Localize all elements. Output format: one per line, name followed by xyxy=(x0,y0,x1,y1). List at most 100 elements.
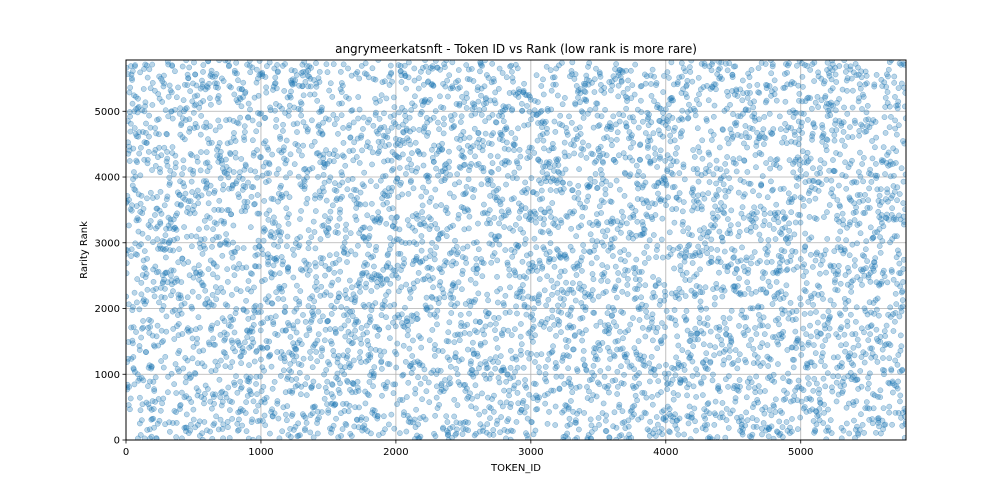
scatter-point xyxy=(189,288,196,295)
scatter-point xyxy=(702,284,709,291)
scatter-point xyxy=(506,266,513,273)
scatter-point xyxy=(487,415,493,421)
scatter-point xyxy=(679,107,686,114)
scatter-point xyxy=(761,211,768,217)
scatter-point xyxy=(707,358,714,365)
scatter-point xyxy=(542,371,549,377)
scatter-point xyxy=(152,263,159,270)
scatter-point xyxy=(198,236,204,243)
scatter-point xyxy=(140,257,147,264)
scatter-point xyxy=(129,77,135,83)
scatter-point xyxy=(133,157,140,164)
scatter-point xyxy=(474,353,481,359)
scatter-point xyxy=(710,113,717,120)
scatter-point xyxy=(621,247,628,253)
scatter-point xyxy=(699,137,706,144)
scatter-point xyxy=(248,288,254,295)
scatter-point xyxy=(496,379,503,386)
scatter-point xyxy=(780,375,786,381)
scatter-point xyxy=(232,154,239,161)
scatter-point xyxy=(764,194,771,201)
scatter-point xyxy=(242,129,248,135)
scatter-point xyxy=(569,187,576,194)
scatter-point xyxy=(509,253,516,260)
scatter-point xyxy=(320,119,326,126)
scatter-point xyxy=(549,348,556,355)
scatter-point xyxy=(567,421,573,428)
scatter-point xyxy=(632,208,639,214)
scatter-point xyxy=(722,161,729,167)
scatter-point xyxy=(182,196,188,203)
scatter-point xyxy=(306,63,313,70)
scatter-point xyxy=(429,327,436,333)
scatter-point xyxy=(405,60,412,66)
scatter-point xyxy=(592,178,598,185)
scatter-point xyxy=(520,295,526,302)
scatter-point xyxy=(372,323,378,330)
scatter-point xyxy=(659,254,666,261)
scatter-point xyxy=(714,434,721,440)
scatter-point xyxy=(273,255,280,261)
scatter-point xyxy=(230,316,237,323)
scatter-point xyxy=(620,112,627,119)
scatter-point xyxy=(353,154,360,160)
scatter-point xyxy=(425,178,432,185)
scatter-point xyxy=(165,93,172,100)
scatter-point xyxy=(494,257,501,264)
scatter-point xyxy=(126,89,133,96)
scatter-point xyxy=(429,294,436,301)
scatter-point xyxy=(169,115,176,122)
scatter-point xyxy=(687,69,694,75)
scatter-point xyxy=(217,241,224,248)
scatter-point xyxy=(445,329,452,336)
scatter-point xyxy=(337,69,344,75)
scatter-point xyxy=(283,327,289,333)
scatter-point xyxy=(189,189,195,195)
scatter-point xyxy=(134,299,140,306)
scatter-point xyxy=(652,372,658,378)
scatter-point xyxy=(150,415,157,422)
scatter-point xyxy=(759,431,765,438)
scatter-point xyxy=(291,427,297,433)
scatter-point xyxy=(522,377,528,383)
scatter-point xyxy=(710,131,717,138)
scatter-point xyxy=(128,253,134,259)
scatter-point xyxy=(356,230,363,236)
scatter-point xyxy=(407,295,414,302)
scatter-point xyxy=(383,383,389,390)
scatter-point xyxy=(760,206,767,213)
scatter-point xyxy=(338,89,345,95)
scatter-point xyxy=(744,144,750,151)
scatter-point xyxy=(688,330,694,337)
scatter-point xyxy=(254,147,260,153)
scatter-point xyxy=(291,357,297,364)
scatter-point xyxy=(361,70,368,77)
scatter-point xyxy=(763,160,769,166)
scatter-point xyxy=(336,215,343,222)
scatter-point xyxy=(403,281,410,288)
scatter-point xyxy=(136,150,143,157)
scatter-point xyxy=(759,275,766,281)
scatter-point xyxy=(504,261,511,268)
scatter-point xyxy=(206,164,213,170)
scatter-point xyxy=(569,60,576,66)
scatter-point xyxy=(205,266,212,272)
scatter-point xyxy=(676,170,683,176)
scatter-point xyxy=(623,67,629,74)
scatter-point xyxy=(775,341,782,348)
scatter-point xyxy=(217,416,224,423)
scatter-point xyxy=(382,143,389,150)
scatter-point xyxy=(144,156,151,163)
scatter-point xyxy=(387,62,394,69)
scatter-point xyxy=(727,222,734,229)
scatter-point xyxy=(430,83,437,89)
scatter-point xyxy=(400,371,407,378)
scatter-point xyxy=(238,384,245,391)
scatter-point xyxy=(464,385,470,392)
scatter-point xyxy=(344,186,351,193)
scatter-point xyxy=(515,243,522,249)
scatter-point xyxy=(704,366,711,372)
scatter-point xyxy=(538,107,545,114)
scatter-point xyxy=(670,97,676,104)
scatter-point xyxy=(381,110,387,117)
